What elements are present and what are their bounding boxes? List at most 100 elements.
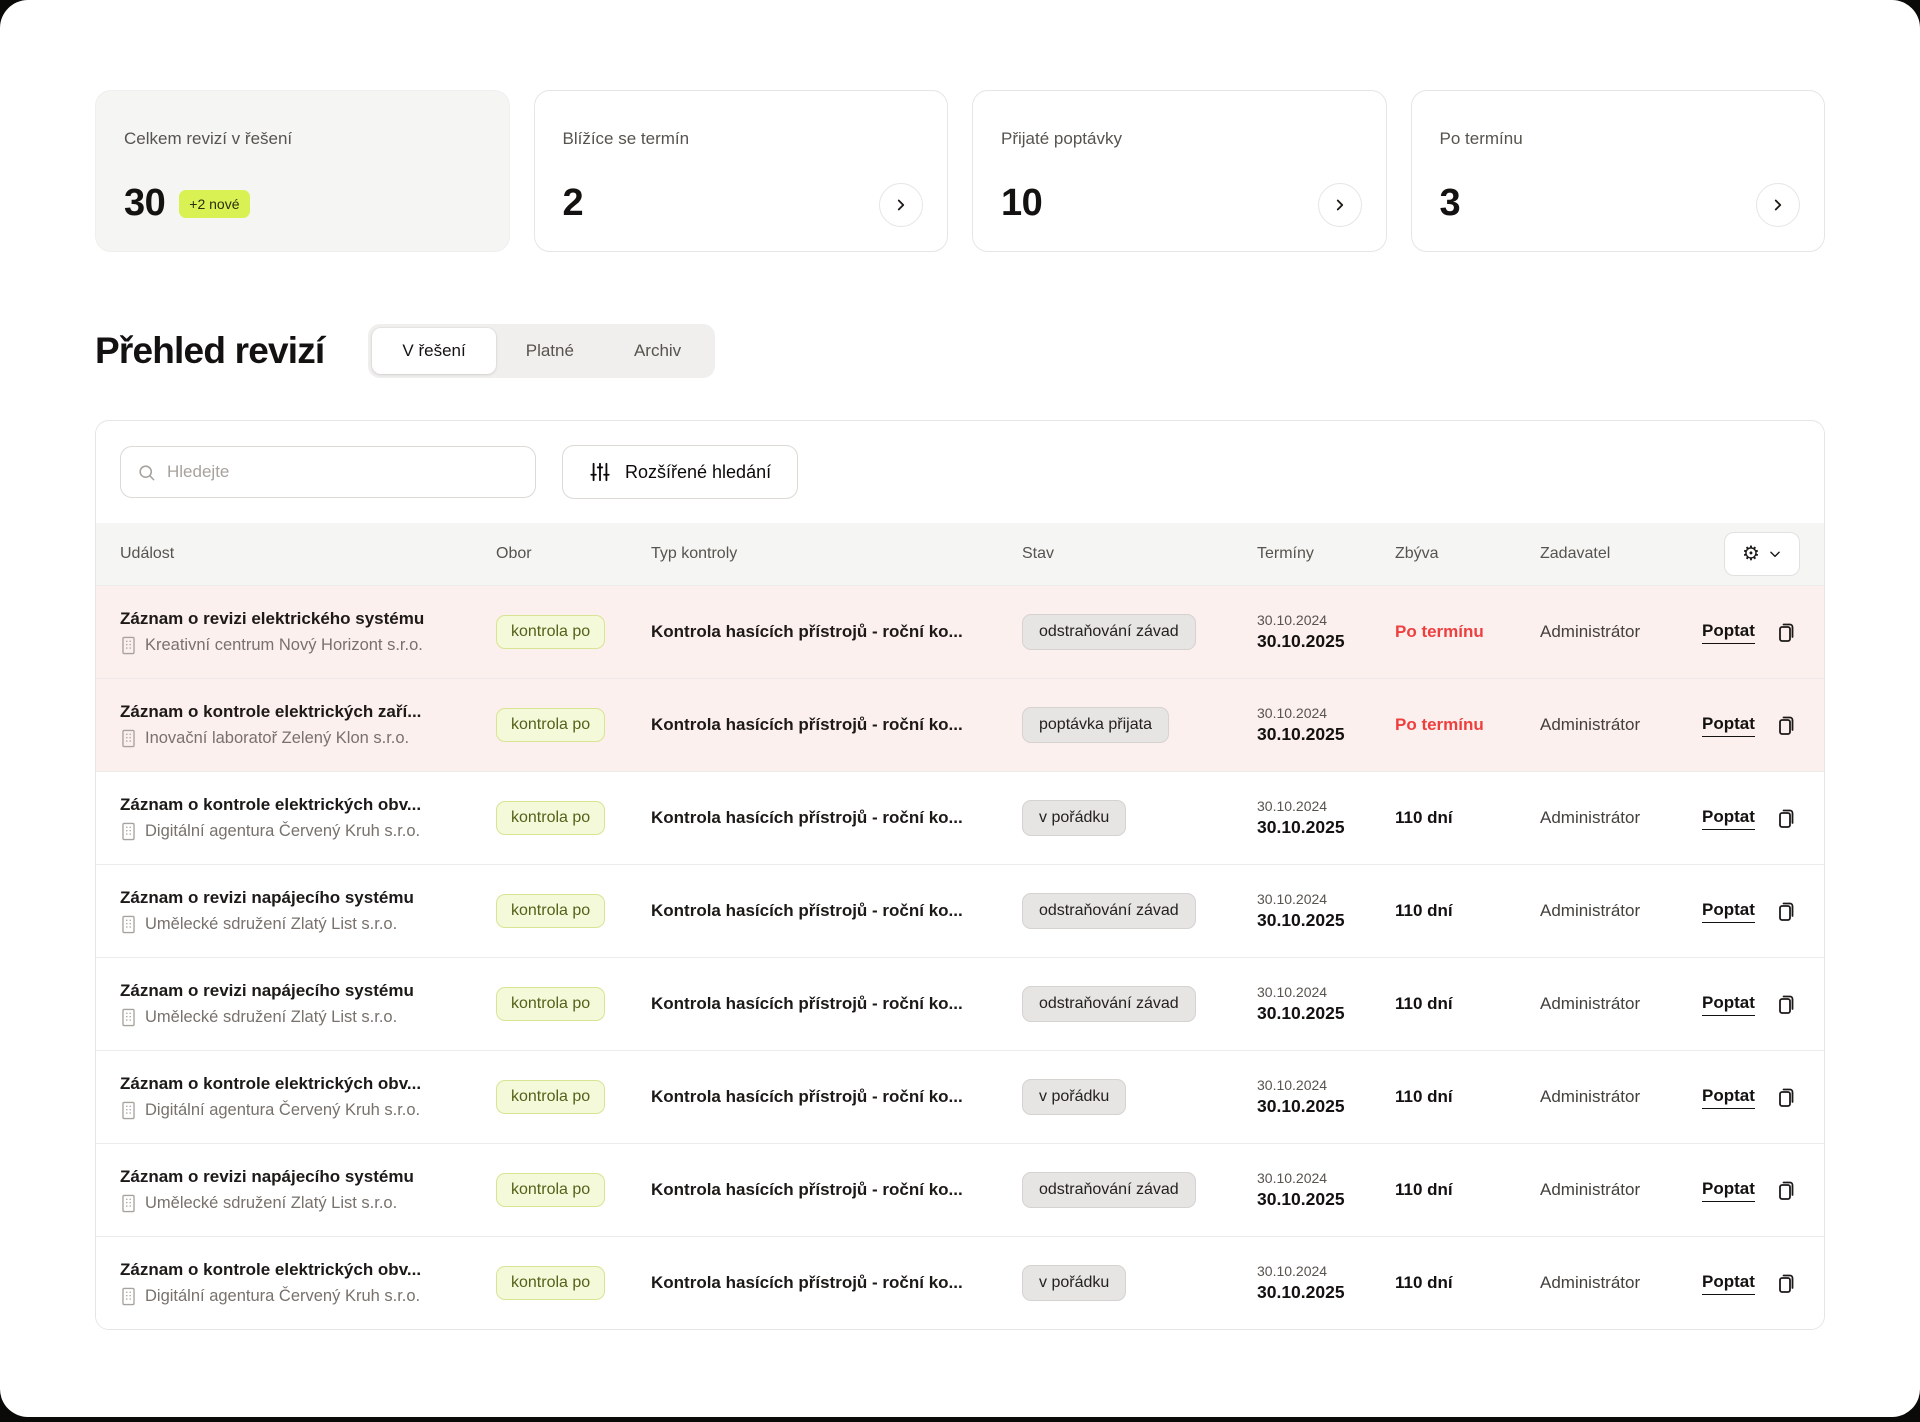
- status-badge: v pořádku: [1022, 1265, 1127, 1301]
- tab-archiv[interactable]: Archiv: [633, 341, 682, 360]
- table-row[interactable]: Záznam o kontrole elektrických obv... Di…: [96, 1236, 1824, 1329]
- card-total-revisions: Celkem revizí v řešení 30 +2 nové: [95, 90, 510, 252]
- column-header-terminy: Termíny: [1257, 545, 1314, 562]
- column-header-event: Událost: [120, 545, 175, 562]
- column-header-typ: Typ kontroly: [651, 545, 738, 562]
- stat-cards: Celkem revizí v řešení 30 +2 nové Blížíc…: [95, 90, 1825, 252]
- table-row[interactable]: Záznam o kontrole elektrických zaří... I…: [96, 678, 1824, 771]
- table-row[interactable]: Záznam o kontrole elektrických obv... Di…: [96, 771, 1824, 864]
- building-icon: [120, 1101, 137, 1120]
- table-settings-button[interactable]: ⚙: [1724, 532, 1800, 576]
- table-header: Událost Obor Typ kontroly Stav Termíny Z…: [96, 523, 1824, 585]
- requester-label: Administrátor: [1540, 1273, 1641, 1292]
- search-input-wrapper: [120, 446, 536, 498]
- building-icon: [120, 915, 137, 934]
- building-icon: [120, 729, 137, 748]
- control-type: Kontrola hasících přístrojů - roční ko..…: [651, 1087, 963, 1106]
- poptat-link[interactable]: Poptat: [1702, 621, 1755, 644]
- poptat-link[interactable]: Poptat: [1702, 900, 1755, 923]
- requester-label: Administrátor: [1540, 808, 1641, 827]
- event-title: Záznam o kontrole elektrických zaří...: [120, 702, 422, 721]
- card-open-button[interactable]: [1317, 183, 1362, 227]
- control-type: Kontrola hasících přístrojů - roční ko..…: [651, 808, 963, 827]
- event-title: Záznam o kontrole elektrických obv...: [120, 795, 422, 814]
- card-label: Celkem revizí v řešení: [124, 129, 293, 148]
- date-start: 30.10.2024: [1257, 1077, 1328, 1093]
- poptat-link[interactable]: Poptat: [1702, 807, 1755, 830]
- status-badge: poptávka přijata: [1022, 707, 1169, 743]
- copy-button[interactable]: [1772, 711, 1800, 739]
- poptat-link[interactable]: Poptat: [1702, 993, 1755, 1016]
- copy-button[interactable]: [1772, 1176, 1800, 1204]
- date-start: 30.10.2024: [1257, 798, 1328, 814]
- status-badge: odstraňování závad: [1022, 1172, 1196, 1208]
- card-label: Po termínu: [1439, 129, 1523, 148]
- table-row[interactable]: Záznam o revizi napájecího systému Uměle…: [96, 1143, 1824, 1236]
- copy-button[interactable]: [1772, 618, 1800, 646]
- copy-button[interactable]: [1772, 990, 1800, 1018]
- date-due: 30.10.2025: [1257, 631, 1345, 651]
- poptat-link[interactable]: Poptat: [1702, 1179, 1755, 1202]
- tab-v-reseni[interactable]: V řešení: [372, 328, 496, 374]
- table-row[interactable]: Záznam o revizi elektrického systému Kre…: [96, 585, 1824, 678]
- column-header-zbyva: Zbýva: [1395, 545, 1439, 562]
- card-open-button[interactable]: [879, 183, 923, 227]
- event-company: Umělecké sdružení Zlatý List s.r.o.: [145, 915, 398, 933]
- requester-label: Administrátor: [1540, 622, 1641, 641]
- chevron-right-icon: [892, 196, 910, 214]
- poptat-link[interactable]: Poptat: [1702, 714, 1755, 737]
- remaining-label: 110 dní: [1395, 994, 1453, 1013]
- card-label: Přijaté poptávky: [1001, 129, 1122, 148]
- obor-badge: kontrola po: [496, 1266, 606, 1300]
- status-tabs: V řešení Platné Archiv: [368, 324, 716, 378]
- requester-label: Administrátor: [1540, 994, 1641, 1013]
- copy-button[interactable]: [1772, 804, 1800, 832]
- copy-button[interactable]: [1772, 897, 1800, 925]
- requester-label: Administrátor: [1540, 1087, 1641, 1106]
- event-company: Digitální agentura Červený Kruh s.r.o.: [145, 1101, 421, 1119]
- poptat-link[interactable]: Poptat: [1702, 1272, 1755, 1295]
- building-icon: [120, 1287, 137, 1306]
- copy-icon: [1774, 1178, 1798, 1202]
- remaining-label: 110 dní: [1395, 901, 1453, 920]
- event-company: Digitální agentura Červený Kruh s.r.o.: [145, 1287, 421, 1305]
- control-type: Kontrola hasících přístrojů - roční ko..…: [651, 901, 963, 920]
- event-company: Umělecké sdružení Zlatý List s.r.o.: [145, 1008, 398, 1026]
- copy-button[interactable]: [1772, 1269, 1800, 1297]
- control-type: Kontrola hasících přístrojů - roční ko..…: [651, 1180, 963, 1199]
- copy-icon: [1774, 899, 1798, 923]
- building-icon: [120, 1194, 137, 1213]
- date-start: 30.10.2024: [1257, 891, 1328, 907]
- control-type: Kontrola hasících přístrojů - roční ko..…: [651, 1273, 963, 1292]
- sliders-icon: [589, 461, 611, 483]
- table-body: Záznam o revizi elektrického systému Kre…: [96, 585, 1824, 1329]
- card-value: 10: [1001, 182, 1043, 224]
- remaining-label: 110 dní: [1395, 808, 1453, 827]
- date-due: 30.10.2025: [1257, 724, 1345, 744]
- date-start: 30.10.2024: [1257, 612, 1328, 628]
- copy-icon: [1774, 1271, 1798, 1295]
- event-title: Záznam o revizi napájecího systému: [120, 981, 414, 1000]
- status-badge: odstraňování závad: [1022, 893, 1196, 929]
- tab-platne[interactable]: Platné: [525, 341, 574, 360]
- event-title: Záznam o kontrole elektrických obv...: [120, 1260, 422, 1279]
- search-input[interactable]: [167, 462, 519, 482]
- poptat-link[interactable]: Poptat: [1702, 1086, 1755, 1109]
- date-due: 30.10.2025: [1257, 1096, 1345, 1116]
- table-row[interactable]: Záznam o kontrole elektrických obv... Di…: [96, 1050, 1824, 1143]
- column-header-obor: Obor: [496, 545, 532, 562]
- control-type: Kontrola hasících přístrojů - roční ko..…: [651, 622, 963, 641]
- advanced-search-button[interactable]: Rozšířené hledání: [562, 445, 799, 499]
- copy-icon: [1774, 806, 1798, 830]
- copy-button[interactable]: [1772, 1083, 1800, 1111]
- date-start: 30.10.2024: [1257, 705, 1328, 721]
- remaining-label: 110 dní: [1395, 1087, 1453, 1106]
- column-header-stav: Stav: [1022, 545, 1055, 562]
- card-upcoming-deadline: Blížíce se termín 2: [533, 90, 948, 252]
- table-row[interactable]: Záznam o revizi napájecího systému Uměle…: [96, 957, 1824, 1050]
- card-open-button[interactable]: [1756, 183, 1800, 227]
- card-overdue: Po termínu 3: [1410, 90, 1825, 252]
- event-title: Záznam o revizi napájecího systému: [120, 1167, 414, 1186]
- table-row[interactable]: Záznam o revizi napájecího systému Uměle…: [96, 864, 1824, 957]
